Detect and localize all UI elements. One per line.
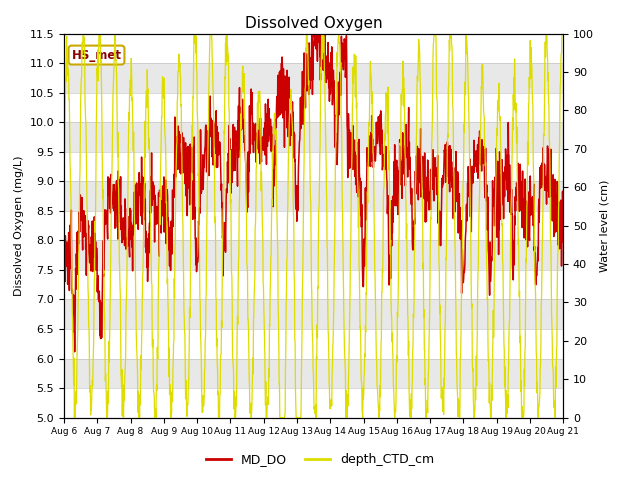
Text: HS_met: HS_met (72, 48, 122, 61)
Title: Dissolved Oxygen: Dissolved Oxygen (244, 16, 383, 31)
Bar (64, 122, 563, 152)
Y-axis label: Dissolved Oxygen (mg/L): Dissolved Oxygen (mg/L) (14, 156, 24, 296)
Bar (64, 181, 563, 211)
Bar (64, 300, 563, 329)
Bar (64, 359, 563, 388)
Bar (64, 240, 563, 270)
Bar (64, 63, 563, 93)
Legend: MD_DO, depth_CTD_cm: MD_DO, depth_CTD_cm (200, 448, 440, 471)
Y-axis label: Water level (cm): Water level (cm) (600, 180, 609, 272)
